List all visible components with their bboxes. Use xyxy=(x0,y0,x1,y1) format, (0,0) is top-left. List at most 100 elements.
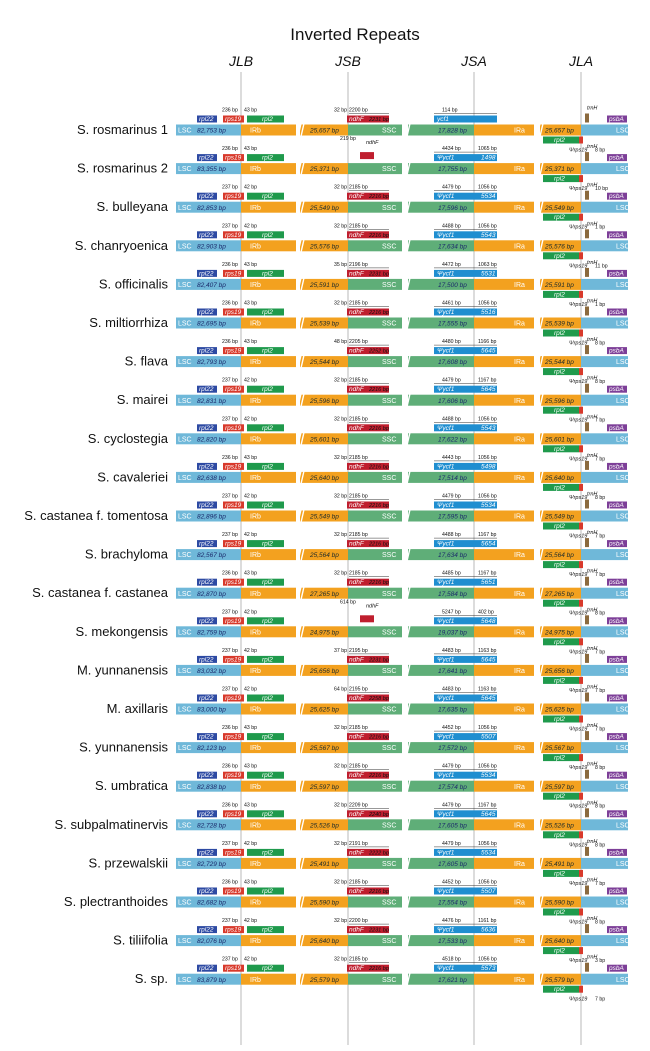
ycf1-length: 5645 bp xyxy=(481,656,505,663)
psi-rps19-gene xyxy=(579,869,583,877)
rpl2-ira-label: rpl2 xyxy=(554,793,565,800)
break-mark xyxy=(297,393,305,407)
irb-length: 25,549 bp xyxy=(309,514,339,521)
break-mark xyxy=(297,895,305,909)
irb-segment xyxy=(241,973,296,985)
lsc-right-label: LSC xyxy=(616,205,630,212)
ndhF-gene xyxy=(360,152,374,160)
ycf1-left-length: 4479 bp xyxy=(442,185,461,191)
trnH-label: trnH xyxy=(587,144,597,150)
break-mark xyxy=(297,277,305,292)
irb-segment-right xyxy=(300,394,348,406)
rpl22-gene xyxy=(197,269,217,277)
irb-segment-right xyxy=(300,857,348,869)
irb-length: 25,597 bp xyxy=(309,784,339,791)
ycf1-gene xyxy=(434,192,497,200)
ssc-segment xyxy=(348,124,402,136)
ira-segment-right xyxy=(540,510,581,522)
ira-label: IRa xyxy=(514,205,525,212)
lsc-right-segment xyxy=(581,394,628,406)
lsc-left-segment xyxy=(176,857,241,869)
ndhF-length: 2252 bp xyxy=(368,349,389,355)
psbA-gene xyxy=(607,385,627,393)
psi-rps19-label: Ψrps19 xyxy=(569,804,587,810)
ycf1-length: 5636 bp xyxy=(481,927,505,934)
ndhF-span-length: 2185 bp xyxy=(349,532,368,538)
break-mark xyxy=(403,547,411,562)
rpl22-gene xyxy=(197,115,217,123)
ndhF-ssc-length: 64 bp xyxy=(334,687,347,693)
rpl2-gene-ira xyxy=(543,445,579,453)
ycf1-label: Ψycf1 xyxy=(437,502,455,509)
ndhF-ssc-length: 32 bp xyxy=(334,223,347,229)
rpl2-gene-ira xyxy=(543,252,579,260)
break-mark xyxy=(403,740,411,755)
ycf1-left-length: 4479 bp xyxy=(442,841,461,847)
species-name: S. mairei xyxy=(117,392,168,407)
rps19-gene xyxy=(223,887,244,895)
ndhF-label: ndhF xyxy=(349,965,365,972)
lsc-right-label: LSC xyxy=(616,745,630,752)
irb-segment xyxy=(241,317,296,329)
species-rows: S. rosmarinus 1 LSC 82,753 bp IRb 25,657 bp S… xyxy=(24,106,629,1003)
trnH-label: trnH xyxy=(587,646,597,652)
ndhF-label: ndhF xyxy=(349,309,365,316)
rpl22-label: rpl22 xyxy=(199,348,214,355)
lsc-label: LSC xyxy=(178,282,192,289)
ycf1-label: Ψycf1 xyxy=(437,695,455,702)
ndhF-span-length: 2195 bp xyxy=(349,687,368,693)
trnH-label: trnH xyxy=(587,530,597,536)
ira-length: 25,625 bp xyxy=(544,707,574,714)
ycf1-right-length: 1056 bp xyxy=(478,223,497,229)
lsc-right-label: LSC xyxy=(616,398,630,405)
ndhF-ssc-length: 32 bp xyxy=(334,802,347,808)
ira-label: IRa xyxy=(514,900,525,907)
irb-segment xyxy=(241,549,296,561)
rps19-left-length: 236 bp xyxy=(222,455,238,461)
irb-length: 25,491 bp xyxy=(309,861,339,868)
ssc-label: SSC xyxy=(382,243,396,250)
rpl22-label: rpl22 xyxy=(199,386,214,393)
irb-length: 25,539 bp xyxy=(309,321,339,328)
irb-segment-right xyxy=(300,973,348,985)
ndhF-gene xyxy=(347,385,389,393)
irb-length: 25,567 bp xyxy=(309,745,339,752)
ycf1-label: Ψycf1 xyxy=(437,193,455,200)
psi-rps19-label: Ψrps19 xyxy=(569,765,587,771)
ira-label: IRa xyxy=(514,514,525,521)
rpl22-gene xyxy=(197,655,217,663)
lsc-left-segment xyxy=(176,896,241,908)
rps19-left-length: 237 bp xyxy=(222,957,238,963)
ycf1-gene xyxy=(434,115,497,123)
psi-rps19-end-length: 7 bp xyxy=(595,418,605,424)
ycf1-right-length: 1167 bp xyxy=(478,571,496,577)
ira-label: IRa xyxy=(514,436,525,443)
ycf1-right-length: 1065 bp xyxy=(478,146,497,152)
psbA-label: psbA xyxy=(608,463,624,470)
psi-rps19-gene xyxy=(579,754,583,762)
break-mark xyxy=(536,779,544,793)
trnH-gene xyxy=(585,229,589,239)
ycf1-length: 5645 bp xyxy=(481,695,505,702)
rpl2-gene-ira xyxy=(543,908,579,916)
ycf1-gene xyxy=(434,733,497,741)
ycf1-gene xyxy=(434,848,497,856)
trnH-label: trnH xyxy=(587,376,597,382)
psi-rps19-end-length: 8 bp xyxy=(595,842,605,848)
psi-rps19-label: Ψrps19 xyxy=(569,842,587,848)
ira-segment xyxy=(474,703,534,715)
psi-rps19-label: Ψrps19 xyxy=(569,148,587,154)
psi-rps19-end-length: 8 bp xyxy=(595,920,605,926)
lsc-label: LSC xyxy=(178,514,192,521)
ssc-label: SSC xyxy=(382,436,396,443)
ira-segment xyxy=(474,819,534,831)
ira-length: 25,579 bp xyxy=(544,977,574,984)
species-name: S. officinalis xyxy=(99,276,169,291)
trnH-gene xyxy=(585,576,589,586)
rpl22-label: rpl22 xyxy=(199,270,214,277)
ssc-label: SSC xyxy=(382,475,396,482)
rps19-left-length: 237 bp xyxy=(222,648,238,654)
trnH-label: trnH xyxy=(587,878,597,884)
rpl2-gene-ira xyxy=(543,638,579,646)
break-mark xyxy=(403,625,411,639)
